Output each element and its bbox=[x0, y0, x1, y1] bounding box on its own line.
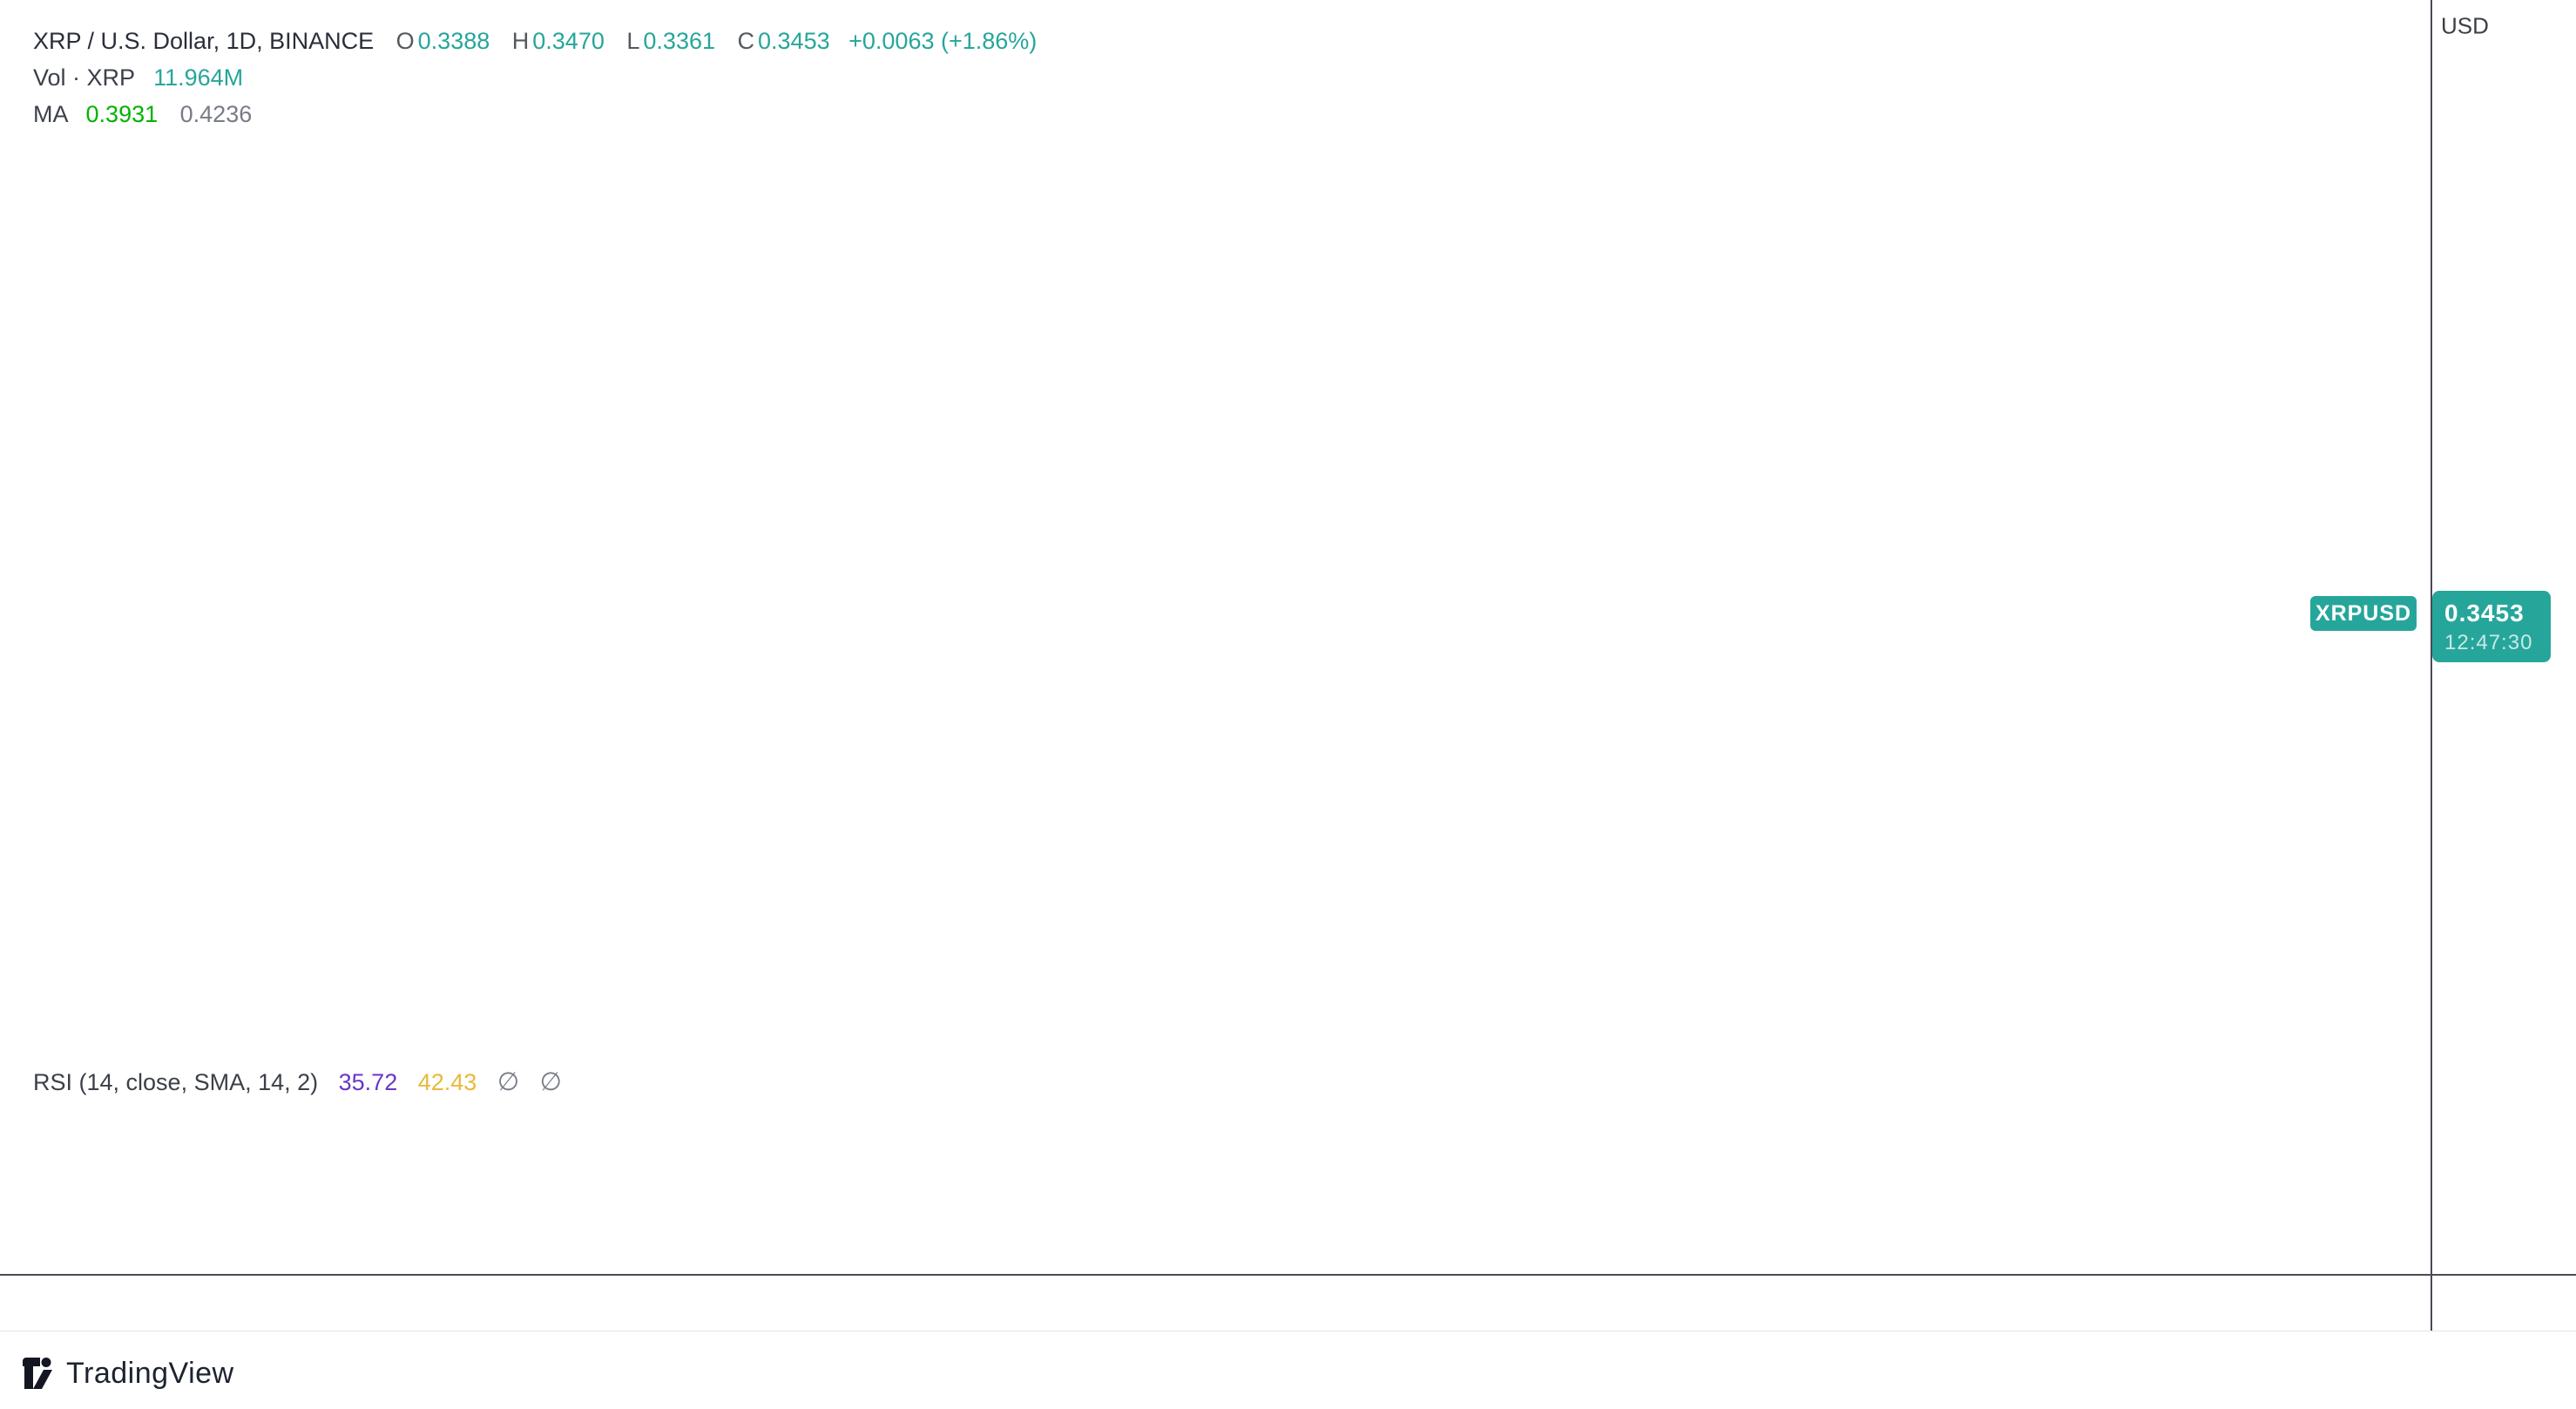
rsi-value: 35.72 bbox=[338, 1069, 398, 1095]
volume-label: Vol · XRP bbox=[33, 64, 135, 91]
rsi-legend-row[interactable]: RSI (14, close, SMA, 14, 2) 35.72 42.43 … bbox=[33, 1067, 562, 1096]
close-value: 0.3453 bbox=[758, 28, 830, 54]
close-label: C bbox=[737, 28, 755, 54]
ma-label: MA bbox=[33, 101, 68, 127]
tradingview-logo-text: TradingView bbox=[66, 1356, 234, 1390]
time-axis[interactable] bbox=[0, 1274, 2576, 1331]
change-value: +0.0063 (+1.86%) bbox=[849, 28, 1038, 54]
symbol-title[interactable]: XRP / U.S. Dollar, 1D, BINANCE bbox=[33, 28, 375, 54]
open-label: O bbox=[396, 28, 415, 54]
currency-label: USD bbox=[2441, 12, 2489, 39]
ma-legend-row[interactable]: MA 0.3931 0.4236 bbox=[33, 101, 252, 132]
rsi-empty-2: ∅ bbox=[539, 1068, 562, 1096]
symbol-price-tag[interactable]: XRPUSD bbox=[2310, 596, 2417, 631]
low-label: L bbox=[626, 28, 640, 54]
time-axis-border bbox=[0, 1274, 2576, 1276]
low-value: 0.3361 bbox=[643, 28, 715, 54]
symbol-legend-row: XRP / U.S. Dollar, 1D, BINANCE O 0.3388 H… bbox=[33, 28, 1037, 59]
axis-vertical-border bbox=[2431, 0, 2432, 1331]
volume-value: 11.964M bbox=[153, 64, 244, 91]
tradingview-logo[interactable]: TradingView bbox=[21, 1356, 234, 1391]
symbol-price-tag-text: XRPUSD bbox=[2315, 600, 2412, 626]
ma-fast-value: 0.3931 bbox=[85, 101, 159, 127]
bar-countdown: 12:47:30 bbox=[2444, 631, 2533, 654]
high-label: H bbox=[511, 28, 530, 54]
last-price-value: 0.3453 bbox=[2444, 600, 2525, 627]
last-price-badge[interactable]: 0.3453 12:47:30 bbox=[2432, 591, 2551, 662]
ma-slow-value: 0.4236 bbox=[179, 101, 253, 127]
tradingview-logo-icon bbox=[23, 1358, 52, 1389]
open-value: 0.3388 bbox=[417, 28, 490, 54]
rsi-empty-1: ∅ bbox=[497, 1068, 520, 1096]
volume-legend-row[interactable]: Vol · XRP 11.964M bbox=[33, 64, 243, 96]
rsi-sma-value: 42.43 bbox=[417, 1069, 477, 1095]
rsi-title: RSI (14, close, SMA, 14, 2) bbox=[33, 1069, 319, 1095]
high-value: 0.3470 bbox=[532, 28, 605, 54]
